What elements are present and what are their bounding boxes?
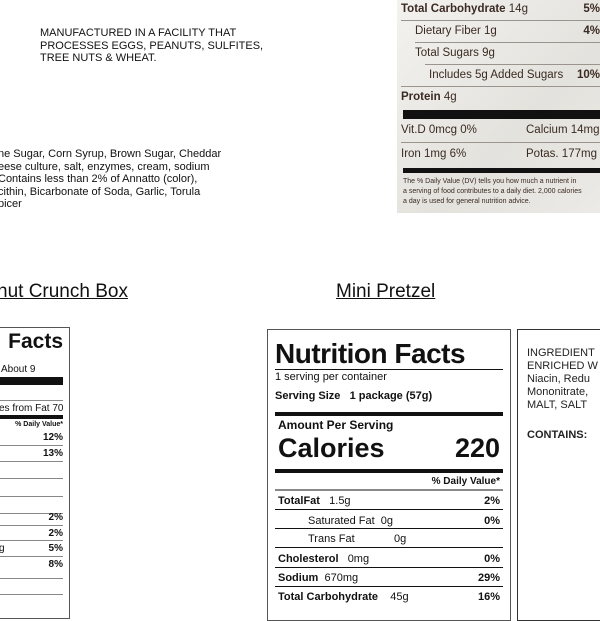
label-heading: Nutrition Facts — [275, 338, 466, 369]
nutrient-amount: 0g — [380, 515, 394, 527]
label-pct: 4% — [583, 25, 600, 37]
nutrient-name: Trans Fat — [308, 533, 355, 545]
calories-from-fat: es from Fat 70 — [0, 403, 64, 414]
dv-pct: 13% — [42, 448, 63, 459]
label-name: Dietary Fiber 1g — [415, 25, 497, 37]
ingredient-line: Contains less than 2% of Annatto (color)… — [0, 173, 198, 185]
allergen-line: MANUFACTURED IN A FACILITY THAT — [40, 27, 237, 39]
ingredient-line: eese culture, salt, enzymes, cream, sodi… — [0, 160, 210, 173]
nutrient-name: Saturated Fat — [308, 515, 375, 527]
serving-size-label: Serving Size — [275, 390, 341, 402]
calcium: Calcium 14mg 2% — [526, 124, 600, 136]
nutrient-name: Total Carbohydrate — [278, 591, 379, 603]
nutrient-amount: 670mg — [324, 572, 359, 584]
ingredient-line: cithin, Bicarbonate of Soda, Garlic, Tor… — [0, 185, 201, 198]
nutrition-label-mini-pretzel: Nutrition Facts 1 serving per container … — [267, 329, 511, 621]
calories-label: Calories — [278, 433, 385, 463]
nutrient-pct: 2% — [484, 495, 500, 507]
contains-label: CONTAINS: — [527, 429, 588, 441]
ingredient-line: INGREDIENT — [527, 347, 595, 359]
ingredient-line: MALT, SALT — [527, 399, 588, 411]
servings-per-container: 1 serving per container — [275, 371, 387, 383]
calories-value: 220 — [454, 433, 500, 463]
nutrient-amount: 0g — [394, 533, 407, 545]
dv-pct: 12% — [42, 432, 63, 443]
dv-header: % Daily Value* — [431, 476, 500, 487]
ingredient-line: Mononitrate, — [527, 386, 589, 398]
dv-pct: 2% — [48, 528, 63, 539]
label-heading: Facts — [8, 330, 63, 353]
footnote-line: a day is used for general nutrition advi… — [403, 198, 531, 205]
product-title: Mini Pretzel — [336, 281, 436, 302]
label-name: Total Sugars 9g — [415, 47, 495, 59]
label-pct: 5% — [583, 3, 600, 15]
label-name: Includes 5g Added Sugars — [429, 69, 564, 81]
label-amount: 14g — [508, 3, 528, 15]
allergen-line: TREE NUTS & WHEAT. — [40, 52, 157, 64]
nutrient-amount: 0mg — [347, 553, 370, 565]
nutrient-name: TotalFat — [278, 495, 320, 507]
nutrition-label-left: Facts About 9 es from Fat 70 % Daily Val… — [0, 327, 70, 619]
iron: Iron 1mg 6% — [401, 148, 467, 160]
allergen-note: MANUFACTURED IN A FACILITY THAT PROCESSE… — [40, 27, 263, 65]
dv-pct: 5% — [48, 543, 63, 554]
ingredient-line: ne Sugar, Corn Syrup, Brown Sugar, Chedd… — [0, 148, 222, 160]
ingredient-line: picer — [0, 198, 22, 210]
ingredient-line: Niacin, Redu — [527, 373, 590, 385]
nutrient-amount: 1.5g — [329, 495, 351, 507]
footnote-line: The % Daily Value (DV) tells you how muc… — [403, 178, 577, 185]
ingredients-panel: INGREDIENT ENRICHED W Niacin, Redu Monon… — [517, 329, 600, 621]
vitamin-d: Vit.D 0mcg 0% — [401, 124, 477, 136]
dv-pct: 8% — [48, 559, 63, 570]
nutrient-name: Cholesterol — [278, 553, 339, 565]
nutrient-amount: 45g — [390, 591, 409, 603]
footnote-line: a serving of food contributes to a daily… — [403, 188, 582, 195]
ingredient-line: ENRICHED W — [527, 360, 598, 372]
dv-header: % Daily Value* — [15, 421, 63, 428]
ingredients-text: ne Sugar, Corn Syrup, Brown Sugar, Chedd… — [0, 148, 221, 211]
nutrient-name: Sodium — [278, 572, 319, 584]
serving-size: 1 package (57g) — [349, 390, 433, 402]
nutrition-label-photo: Total Carbohydrate 14g 5% Dietary Fiber 1… — [397, 0, 600, 213]
amount-per-serving: Amount Per Serving — [278, 418, 394, 432]
label-amount: 4g — [443, 91, 457, 103]
dv-pct: 2% — [48, 512, 63, 523]
allergen-line: PROCESSES EGGS, PEANUTS, SULFITES, — [40, 39, 264, 52]
footnote: The % Daily Value (DV) tells you how muc… — [403, 177, 582, 207]
potassium: Potas. 177mg 4% — [526, 148, 600, 160]
nutrient-pct: 0% — [484, 515, 500, 527]
product-title: nut Crunch Box — [0, 281, 128, 302]
nutrient-pct: 29% — [477, 572, 500, 584]
label-pct: 10% — [576, 69, 600, 81]
row-fragment: g — [0, 543, 5, 554]
label-name: Protein — [401, 91, 441, 103]
nutrient-pct: 16% — [477, 591, 500, 603]
servings: About 9 — [1, 364, 36, 375]
nutrient-pct: 0% — [484, 553, 500, 565]
label-name: Total Carbohydrate — [401, 3, 506, 15]
